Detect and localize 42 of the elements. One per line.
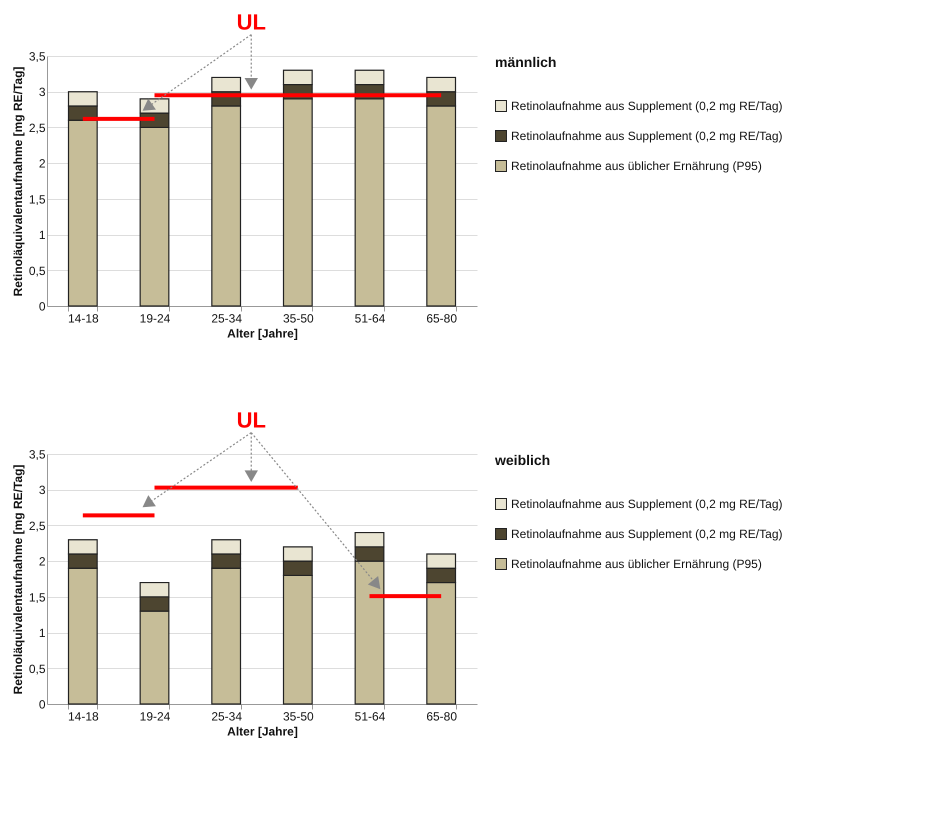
y-tick-label: 3 [38,85,46,100]
y-tick-label: 3,5 [28,448,46,462]
legend-label: Retinolaufnahme aus Supplement (0,2 mg RE/Tag) [511,129,782,143]
y-tick-label: 2 [38,554,46,569]
y-axis-title: Retinoläquivalentaufnahme [mg RE/Tag] [10,66,25,296]
y-axis-title: Retinoläquivalentaufnahme [mg RE/Tag] [10,464,25,694]
y-tick-label: 1 [38,228,46,242]
x-tick-label: 19-24 [140,312,171,326]
y-tick-label: 2,5 [28,518,46,533]
y-tick-label: 3,5 [28,50,46,64]
x-tick-label: 25-34 [211,710,242,724]
legend-label: Retinolaufnahme aus üblicher Ernährung (P95) [511,557,762,571]
text: UL [236,408,266,433]
x-tick-label: 19-24 [140,710,171,724]
x-tick-label: 51-64 [354,312,386,326]
x-tick-label: 35-50 [282,312,314,326]
x-tick-label: 25-34 [211,312,242,326]
y-tick-label: 0 [38,698,46,712]
legend-title: weiblich [494,452,550,468]
legend-label: Retinolaufnahme aus Supplement (0,2 mg RE/Tag) [511,497,782,511]
y-tick-label: 1,5 [28,192,46,206]
x-tick-label: 35-50 [282,710,314,724]
x-tick-label: 14-18 [68,710,99,724]
x-axis-title: Alter [Jahre] [227,724,298,738]
legend-label: Retinolaufnahme aus Supplement (0,2 mg RE/Tag) [511,99,782,113]
y-tick-label: 0,5 [28,264,46,278]
y-tick-label: 2,5 [28,120,46,135]
y-tick-label: 0,5 [28,662,46,676]
x-tick-label: 65-80 [426,710,458,724]
y-tick-label: 0 [38,300,46,314]
text: UL [236,10,266,35]
y-tick-label: 2 [38,156,46,171]
x-axis-title: Alter [Jahre] [227,326,298,340]
legend-title: männlich [495,54,556,70]
y-tick-label: 1 [38,626,46,640]
y-tick-label: 3 [38,483,46,498]
x-tick-label: 65-80 [426,312,458,326]
x-tick-label: 14-18 [68,312,99,326]
y-tick-label: 1,5 [28,590,46,604]
x-tick-label: 51-64 [354,710,386,724]
legend-label: Retinolaufnahme aus Supplement (0,2 mg RE/Tag) [511,527,782,541]
legend-label: Retinolaufnahme aus üblicher Ernährung (P95) [511,159,762,173]
